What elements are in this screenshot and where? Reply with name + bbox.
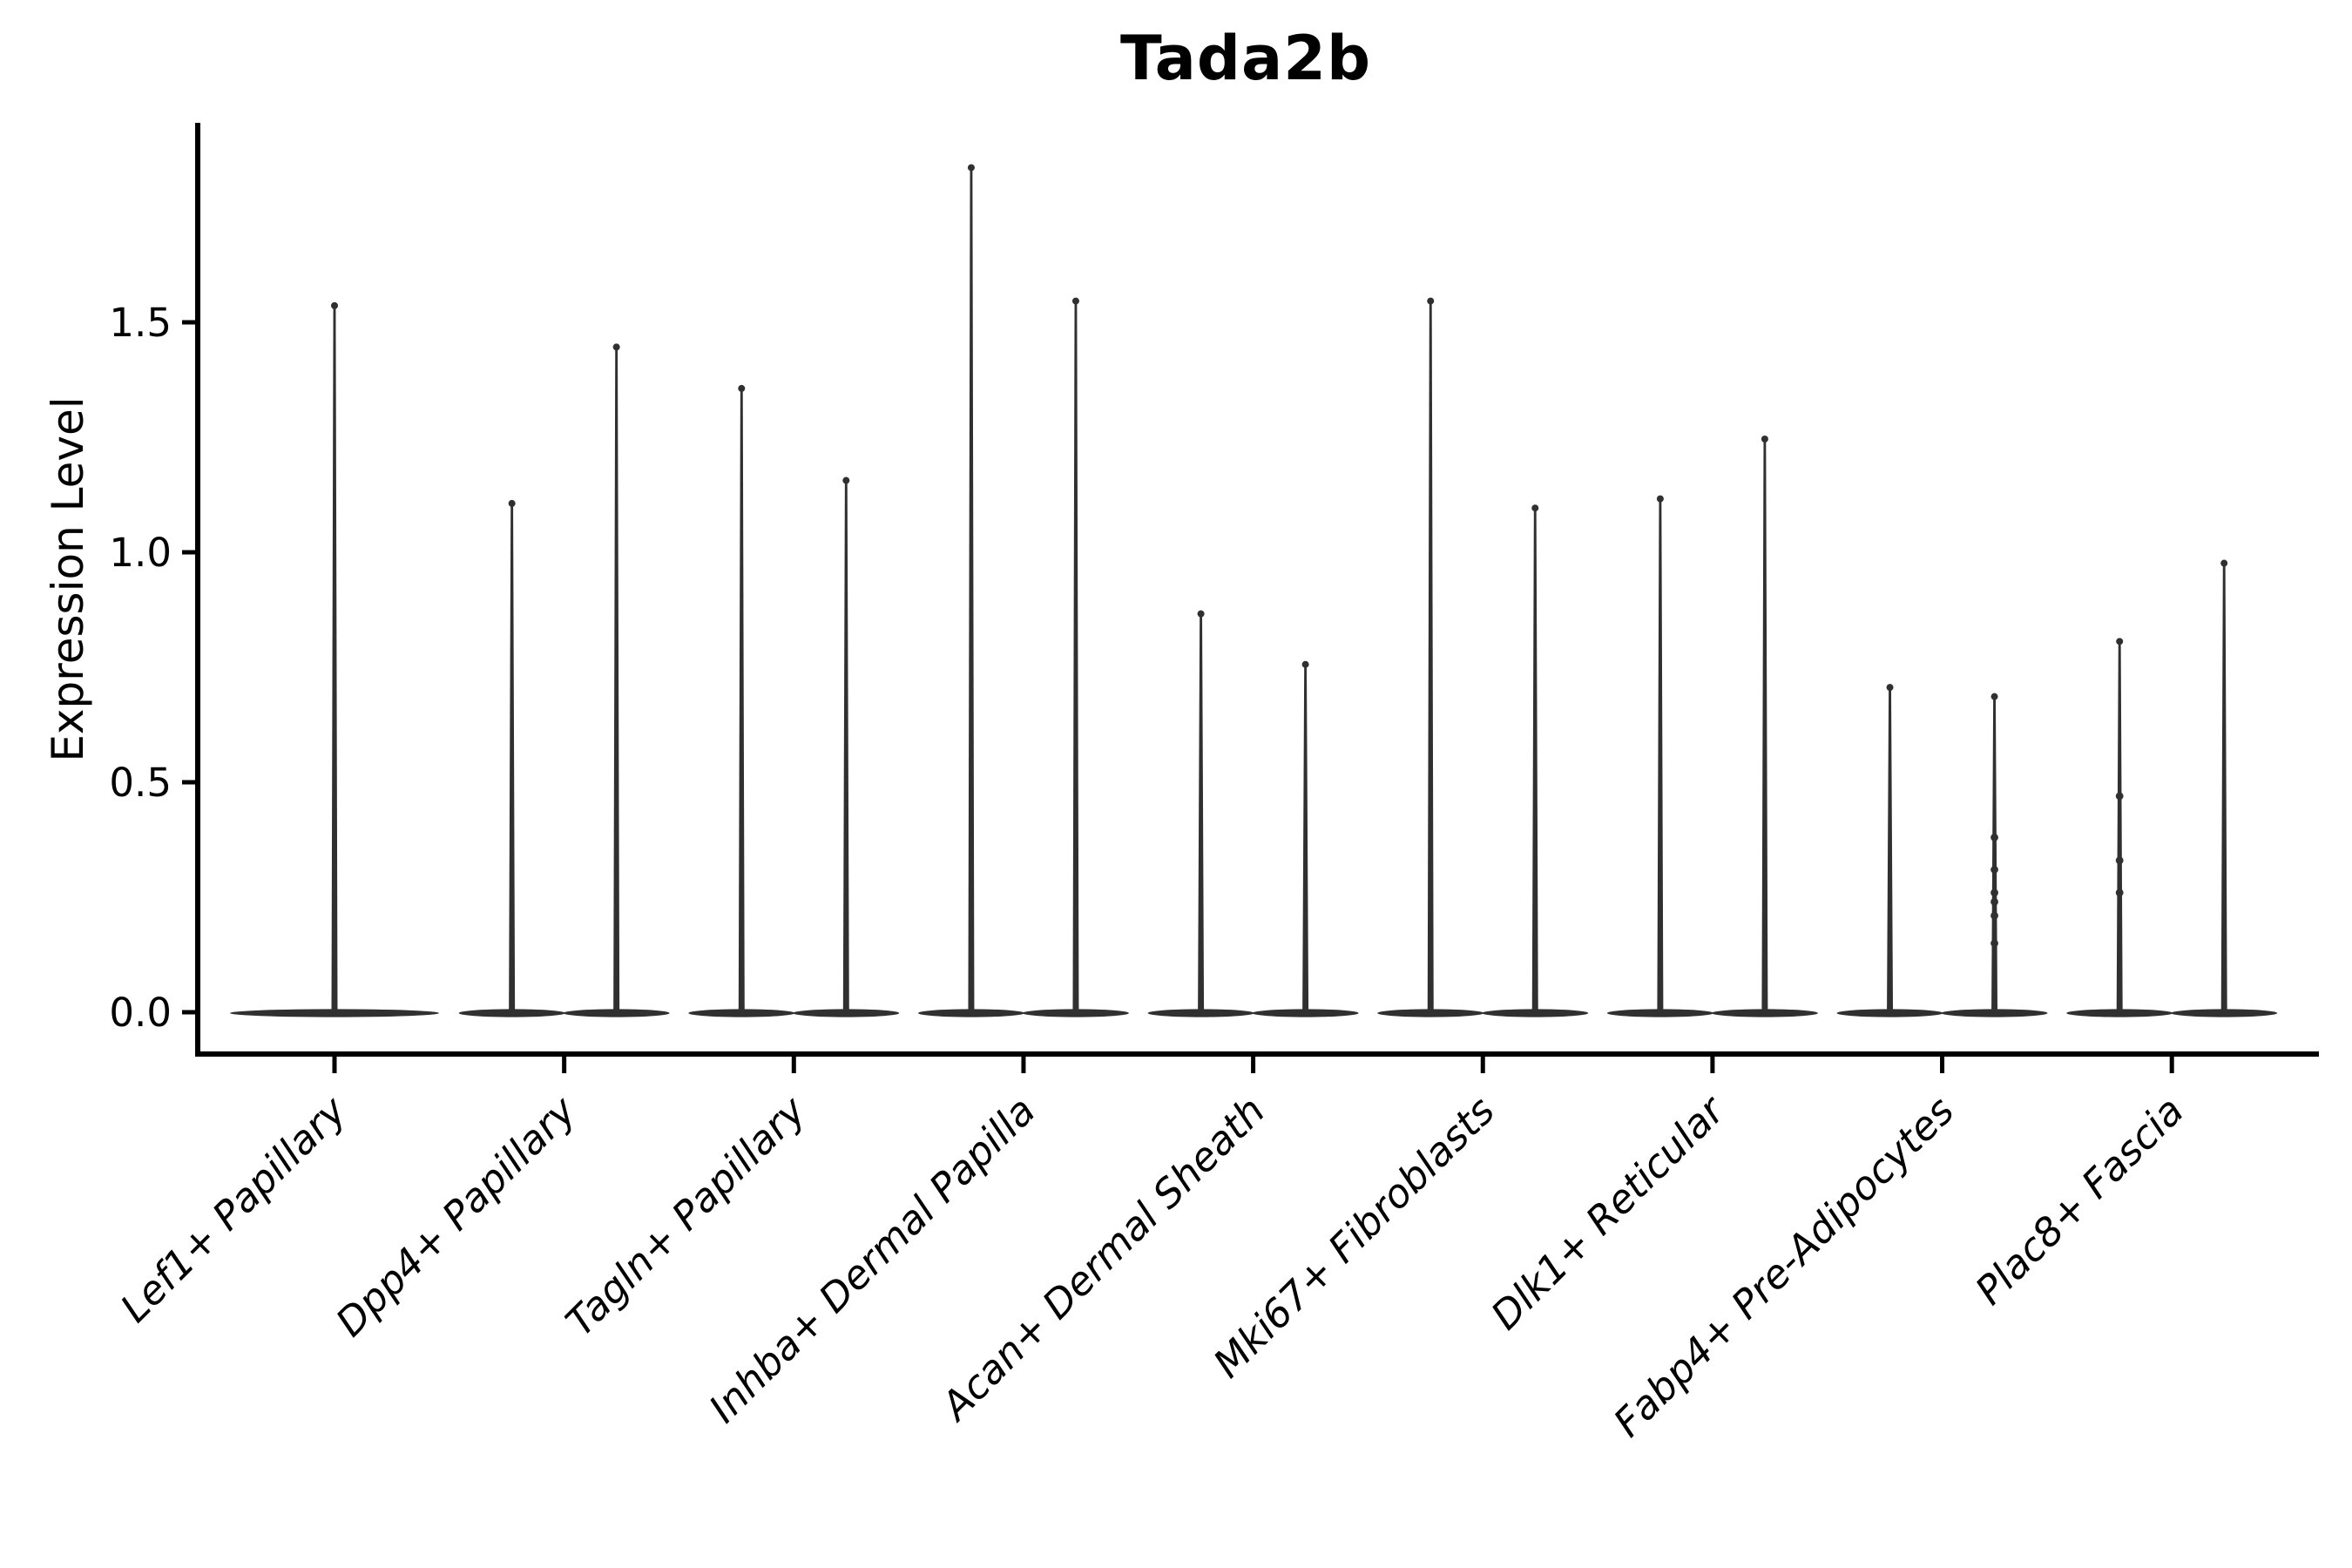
expression-point — [2115, 856, 2124, 865]
violin-spike — [738, 386, 745, 1014]
violin-spike-cap — [1761, 436, 1768, 443]
violin-spike — [1657, 497, 1664, 1014]
violin-spike-cap — [1886, 684, 1894, 692]
violin-spike — [1302, 662, 1309, 1014]
y-tick-label: 1.5 — [109, 300, 172, 346]
y-tick-label: 1.0 — [109, 530, 172, 576]
violin-spike-cap — [1197, 610, 1205, 618]
violin-spike-cap — [1531, 504, 1539, 512]
violin-spike — [509, 501, 516, 1014]
y-tick-label: 0.0 — [109, 990, 172, 1036]
violin-spike — [1072, 299, 1079, 1015]
violin-spike-cap — [1990, 693, 1998, 700]
violin-spike — [2116, 639, 2123, 1014]
violin-spike-cap — [508, 499, 516, 507]
violin-spike — [1887, 686, 1894, 1014]
expression-point — [1990, 865, 1998, 874]
violin-spike — [331, 303, 338, 1014]
violin-spike-cap — [612, 343, 620, 351]
violin-spike-cap — [331, 301, 338, 309]
violin-spike — [1761, 437, 1768, 1014]
expression-point — [1990, 833, 1998, 841]
category-label: Tagln+ Papillary — [557, 1086, 815, 1345]
violin-spike-cap — [967, 164, 975, 172]
violin-spike — [1531, 506, 1538, 1014]
expression-point — [1990, 939, 1998, 948]
violin-spike-cap — [1656, 495, 1664, 503]
expression-point — [1990, 911, 1998, 920]
plot-title: Tada2b — [1119, 23, 1372, 94]
violin-spike-cap — [1427, 297, 1435, 305]
violin-spike — [613, 345, 620, 1014]
violin-spike — [2220, 561, 2227, 1014]
violin-spike-cap — [738, 384, 746, 392]
category-label: Dlk1+ Reticular — [1482, 1086, 1734, 1339]
y-tick-label: 0.5 — [109, 760, 172, 806]
violin-spike — [1991, 694, 1998, 1014]
violin-spike — [1427, 299, 1434, 1015]
violin-spike-cap — [1301, 660, 1309, 668]
expression-point — [2115, 792, 2124, 801]
violin-spike — [842, 478, 849, 1014]
violin-spike-cap — [2220, 559, 2228, 567]
expression-point — [1990, 897, 1998, 906]
violin-spike — [968, 166, 975, 1015]
violin-spike-cap — [842, 476, 850, 484]
violin-spike-cap — [1071, 297, 1079, 305]
violin-spike — [1198, 612, 1205, 1014]
violin-spike-cap — [2116, 638, 2124, 645]
expression-point — [1990, 889, 1998, 897]
category-label: Lef1+ Papillary — [112, 1086, 356, 1331]
expression-point — [2115, 889, 2124, 897]
category-label: Plac8+ Fascia — [1966, 1087, 2193, 1314]
category-label: Dpp4+ Papillary — [327, 1086, 585, 1345]
